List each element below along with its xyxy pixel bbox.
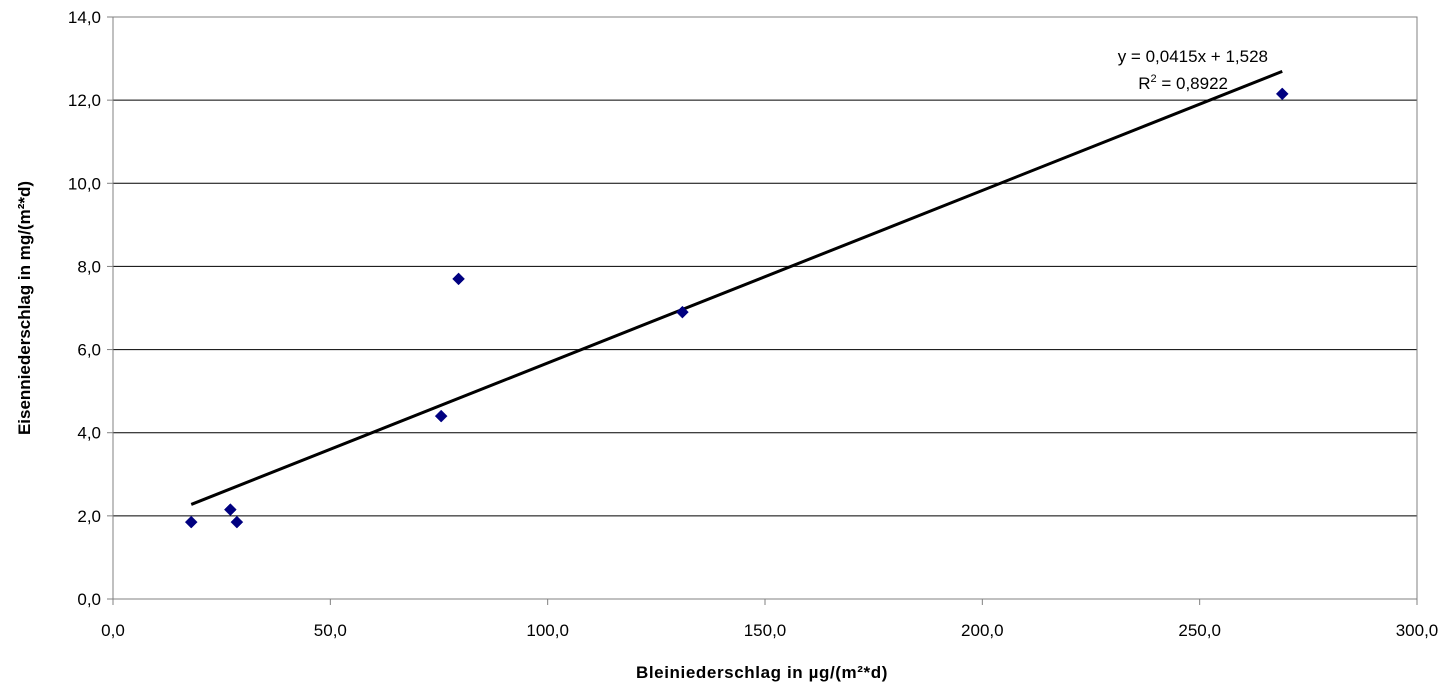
data-point [1275, 87, 1289, 101]
y-tick-label: 8,0 [77, 257, 101, 276]
y-tick-label: 4,0 [77, 424, 101, 443]
data-point [434, 409, 448, 423]
x-tick-label: 300,0 [1396, 621, 1439, 640]
x-tick-label: 200,0 [961, 621, 1004, 640]
x-axis-title: Bleiniederschlag in µg/(m²*d) [636, 663, 888, 682]
x-tick-label: 100,0 [526, 621, 569, 640]
r2-superscript: 2 [1151, 73, 1157, 85]
data-point [230, 515, 244, 529]
r2-value: = 0,8922 [1157, 74, 1228, 93]
gridlines [107, 16, 1418, 605]
y-tick-label: 2,0 [77, 507, 101, 526]
x-tick-label: 250,0 [1178, 621, 1221, 640]
x-tick-label: 50,0 [314, 621, 347, 640]
x-tick-label: 0,0 [101, 621, 125, 640]
trendline-r-squared: R2 = 0,8922 [1138, 73, 1228, 93]
data-points [184, 87, 1289, 529]
plot-area-frame [112, 16, 1418, 600]
x-axis-tick-labels: 0,0 50,0 100,0 150,0 200,0 250,0 300,0 [101, 621, 1438, 640]
trendline-equation: y = 0,0415x + 1,528 [1118, 47, 1268, 66]
y-tick-label: 6,0 [77, 341, 101, 360]
x-tick-label: 150,0 [744, 621, 787, 640]
y-tick-label: 0,0 [77, 590, 101, 609]
r2-prefix: R [1138, 74, 1150, 93]
y-tick-label: 12,0 [68, 91, 101, 110]
data-point [452, 272, 465, 286]
trendline [190, 70, 1283, 506]
trendline-group [190, 70, 1283, 506]
y-axis-tick-labels: 0,0 2,0 4,0 6,0 8,0 10,0 12,0 14,0 [68, 8, 101, 609]
y-tick-label: 10,0 [68, 174, 101, 193]
y-tick-label: 14,0 [68, 8, 101, 27]
data-point [676, 305, 689, 319]
y-axis-title: Eisenniederschlag in mg/(m²*d) [15, 181, 34, 435]
data-point [224, 503, 237, 516]
data-point [184, 515, 198, 529]
